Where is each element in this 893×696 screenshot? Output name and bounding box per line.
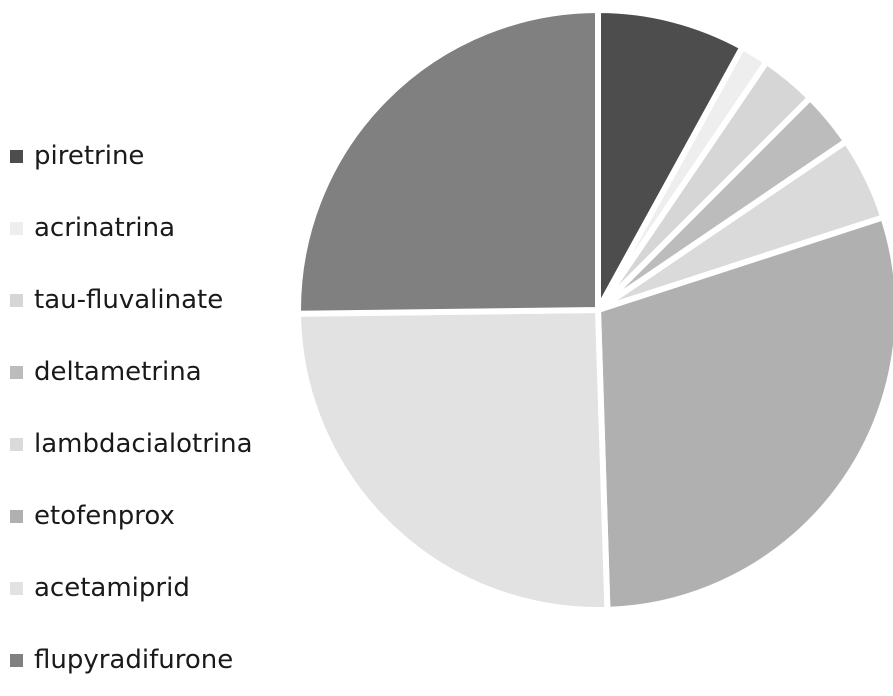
legend-label: flupyradifurone xyxy=(34,645,234,675)
legend-swatch xyxy=(10,293,23,307)
legend-label: piretrine xyxy=(34,141,145,171)
legend-item: lambdacialotrina xyxy=(10,408,253,480)
legend-swatch xyxy=(10,221,23,235)
legend-item: etofenprox xyxy=(10,480,253,552)
legend-label: etofenprox xyxy=(34,501,175,531)
legend-item: piretrine xyxy=(10,120,253,192)
legend-swatch xyxy=(10,581,23,595)
pie-chart xyxy=(295,7,893,613)
pie-slice-flupyradifurone xyxy=(295,7,601,317)
pie-slice-piretrine xyxy=(595,7,746,313)
chart-area: piretrine acrinatrina tau-fluvalinate delta… xyxy=(10,7,893,675)
legend-label: acrinatrina xyxy=(34,213,176,243)
pie-slice-etofenprox xyxy=(595,214,893,613)
pie-slice-acetamiprid xyxy=(295,307,611,613)
legend-item: acetamiprid xyxy=(10,552,253,624)
legend: piretrine acrinatrina tau-fluvalinate delta… xyxy=(10,120,253,696)
legend-item: flupyradifurone xyxy=(10,624,253,696)
legend-item: deltametrina xyxy=(10,336,253,408)
legend-item: tau-fluvalinate xyxy=(10,264,253,336)
legend-item: acrinatrina xyxy=(10,192,253,264)
legend-swatch xyxy=(10,365,23,379)
legend-swatch xyxy=(10,437,23,451)
legend-swatch xyxy=(10,653,23,667)
legend-label: lambdacialotrina xyxy=(34,429,253,459)
legend-swatch xyxy=(10,509,23,523)
legend-swatch xyxy=(10,149,23,163)
legend-label: acetamiprid xyxy=(34,573,190,603)
legend-label: deltametrina xyxy=(34,357,202,387)
legend-label: tau-fluvalinate xyxy=(34,285,224,315)
